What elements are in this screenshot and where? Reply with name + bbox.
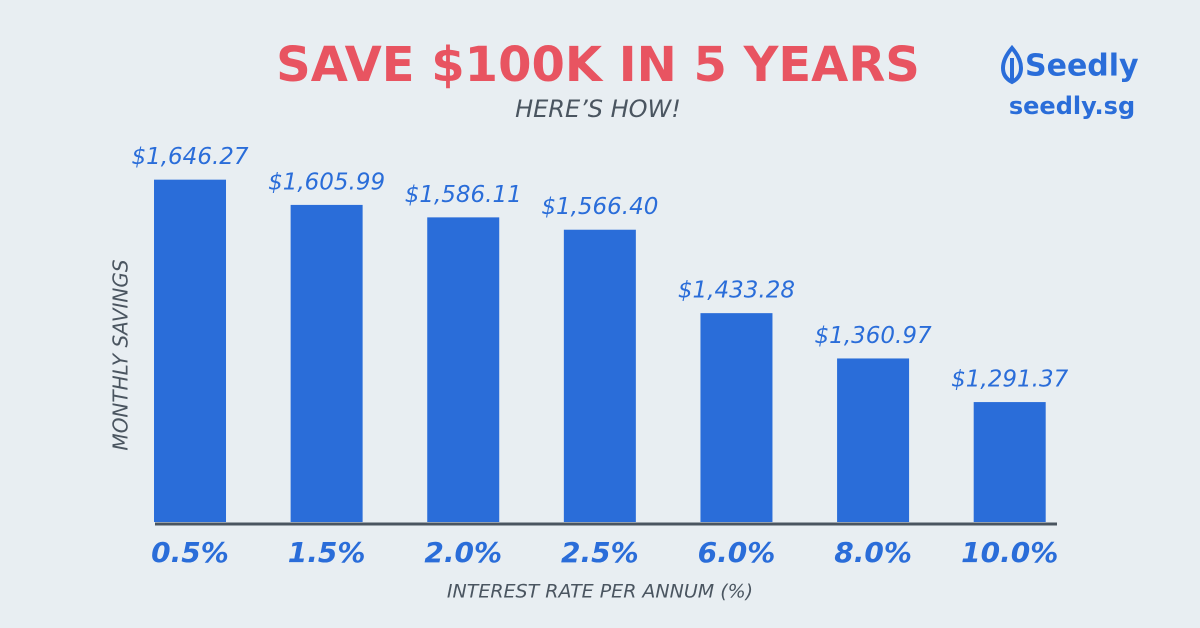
x-tick-label: 6.0% <box>698 536 776 569</box>
bar <box>427 217 500 522</box>
brand-url: seedly.sg <box>1009 92 1135 120</box>
value-label: $1,291.37 <box>951 367 1068 393</box>
value-label: $1,586.11 <box>405 182 522 208</box>
x-tick-label: 2.0% <box>424 536 502 569</box>
chart-title: SAVE $100K IN 5 YEARS <box>276 37 920 93</box>
x-tick-label: 0.5% <box>151 536 229 569</box>
x-axis-label: INTEREST RATE PER ANNUM (%) <box>447 581 753 603</box>
brand-name: Seedly <box>1025 49 1139 84</box>
x-tick-label: 2.5% <box>561 536 639 569</box>
x-tick-label: 10.0% <box>961 536 1058 569</box>
bar <box>563 229 636 523</box>
y-axis-label: MONTHLY SAVINGS <box>109 259 133 450</box>
bar <box>973 402 1046 522</box>
value-label: $1,360.97 <box>815 323 932 349</box>
bar <box>290 204 363 522</box>
bar <box>154 179 227 522</box>
leaf-icon <box>1001 44 1023 85</box>
value-label: $1,605.99 <box>268 169 385 195</box>
x-tick-label: 1.5% <box>288 536 366 569</box>
value-label: $1,433.28 <box>678 278 795 304</box>
bar <box>837 358 910 522</box>
brand-logo: Seedly seedly.sg <box>1001 44 1139 120</box>
value-label: $1,646.27 <box>131 144 248 170</box>
value-label: $1,566.40 <box>541 194 658 220</box>
bar <box>700 313 773 522</box>
chart-subtitle: HERE’S HOW! <box>515 95 681 123</box>
x-tick-label: 8.0% <box>834 536 912 569</box>
